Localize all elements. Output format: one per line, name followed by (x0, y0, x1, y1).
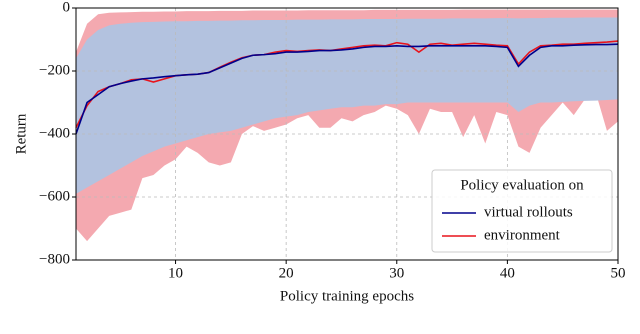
legend-title: Policy evaluation on (460, 177, 584, 193)
line (75, 40, 619, 129)
x-axis-label: Policy training epochs (280, 288, 414, 304)
y-tick-label: −600 (39, 188, 70, 204)
x-tick-label: 40 (500, 265, 515, 281)
x-tick-label: 50 (611, 265, 626, 281)
x-tick-label: 30 (389, 265, 404, 281)
y-tick-label: 0 (63, 0, 71, 15)
y-tick-label: −800 (39, 251, 70, 267)
x-tick-label: 10 (168, 265, 183, 281)
line (75, 43, 619, 135)
legend-box (431, 169, 613, 253)
y-axis-label: Return (13, 113, 29, 154)
y-tick-label: −400 (39, 125, 70, 141)
band (76, 17, 618, 194)
x-tick-label: 20 (279, 265, 294, 281)
legend-label: environment (484, 227, 561, 243)
legend-label: virtual rollouts (484, 204, 573, 220)
y-tick-label: −200 (39, 62, 70, 78)
